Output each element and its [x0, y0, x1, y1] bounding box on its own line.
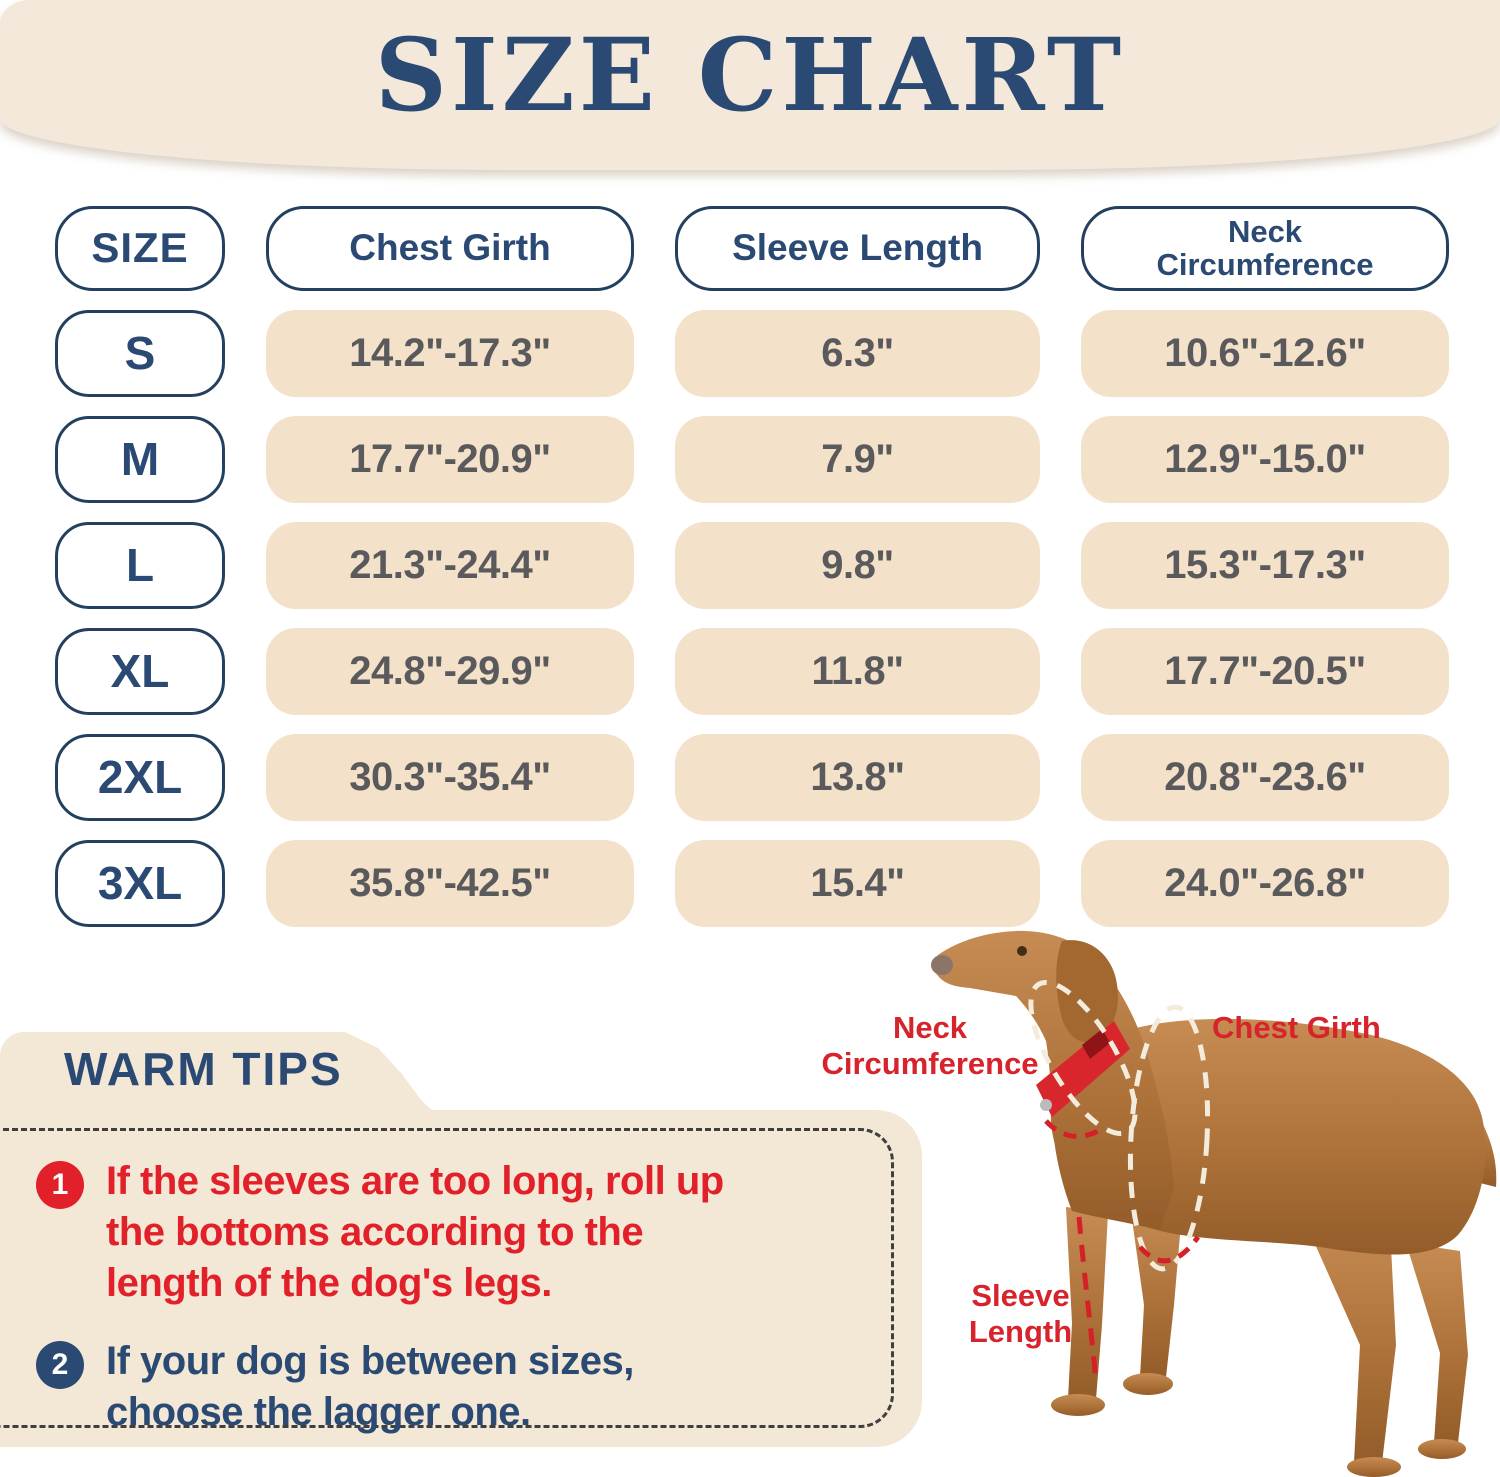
- chest-measure-red-arc: [1138, 1235, 1201, 1264]
- neck-circumference-label: Neck Circumference: [821, 1010, 1039, 1081]
- size-badge-2xl: 2XL: [55, 734, 225, 821]
- column-header-size: SIZE: [55, 206, 225, 291]
- size-badge-xl: XL: [55, 628, 225, 715]
- size-badge-3xl: 3XL: [55, 840, 225, 927]
- tip-item-2: 2 If your dog is between sizes, choose t…: [36, 1336, 906, 1438]
- neck-circumference-cell: 20.8"-23.6": [1081, 734, 1449, 821]
- chest-girth-cell: 35.8"-42.5": [266, 840, 634, 927]
- tip-item-1: 1 If the sleeves are too long, roll up t…: [36, 1156, 906, 1310]
- chest-girth-cell: 17.7"-20.9": [266, 416, 634, 503]
- neck-circumference-cell: 24.0"-26.8": [1081, 840, 1449, 927]
- column-header-chest-girth: Chest Girth: [266, 206, 634, 291]
- chest-girth-cell: 14.2"-17.3": [266, 310, 634, 397]
- neck-circumference-cell: 15.3"-17.3": [1081, 522, 1449, 609]
- sleeve-length-cell: 15.4": [675, 840, 1040, 927]
- sleeve-measure-line: [1076, 1216, 1099, 1384]
- neck-circumference-cell: 12.9"-15.0": [1081, 416, 1449, 503]
- chest-girth-cell: 30.3"-35.4": [266, 734, 634, 821]
- tip-text-1: If the sleeves are too long, roll up the…: [106, 1159, 724, 1306]
- tip-text-2: If your dog is between sizes, choose the…: [106, 1338, 634, 1434]
- dog-collar: [1036, 1021, 1130, 1117]
- warm-tips-heading: WARM TIPS: [64, 1043, 343, 1095]
- dog-ear: [1056, 940, 1118, 1043]
- sleeve-length-cell: 11.8": [675, 628, 1040, 715]
- dog-nose: [931, 955, 953, 975]
- size-badge-m: M: [55, 416, 225, 503]
- column-header-sleeve-length: Sleeve Length: [675, 206, 1040, 291]
- tip-number-badge-1: 1: [36, 1161, 84, 1209]
- chest-girth-cell: 21.3"-24.4": [266, 522, 634, 609]
- column-header-neck-circumference: Neck Circumference: [1081, 206, 1449, 291]
- chest-girth-cell: 24.8"-29.9": [266, 628, 634, 715]
- size-table: SIZE Chest Girth Sleeve Length Neck Circ…: [55, 206, 1449, 927]
- sleeve-length-label: Sleeve Length: [968, 1278, 1073, 1349]
- sleeve-length-cell: 7.9": [675, 416, 1040, 503]
- warm-tips-box: [0, 1110, 922, 1447]
- neck-circumference-cell: 17.7"-20.5": [1081, 628, 1449, 715]
- size-badge-s: S: [55, 310, 225, 397]
- neck-measure-red-arc: [1044, 1119, 1104, 1139]
- size-badge-l: L: [55, 522, 225, 609]
- tip-number-badge-2: 2: [36, 1340, 84, 1389]
- chest-girth-label: Chest Girth: [1212, 1010, 1381, 1045]
- warm-tips-list: 1 If the sleeves are too long, roll up t…: [36, 1156, 906, 1438]
- dog-photo-illustration: [931, 930, 1497, 1477]
- chest-measure-ellipse: [1127, 1004, 1211, 1272]
- warm-tips-dashed-border: [0, 1128, 894, 1428]
- neck-circumference-cell: 10.6"-12.6": [1081, 310, 1449, 397]
- sleeve-length-cell: 13.8": [675, 734, 1040, 821]
- sleeve-length-cell: 9.8": [675, 522, 1040, 609]
- warm-tips-tab: [0, 1032, 436, 1114]
- neck-measure-ellipse: [1028, 979, 1138, 1137]
- sleeve-length-cell: 6.3": [675, 310, 1040, 397]
- page-title: SIZE CHART: [374, 16, 1126, 134]
- dog-eye: [1017, 946, 1027, 956]
- dog-measurement-diagram: [830, 925, 1500, 1477]
- title-banner: [0, 0, 1500, 170]
